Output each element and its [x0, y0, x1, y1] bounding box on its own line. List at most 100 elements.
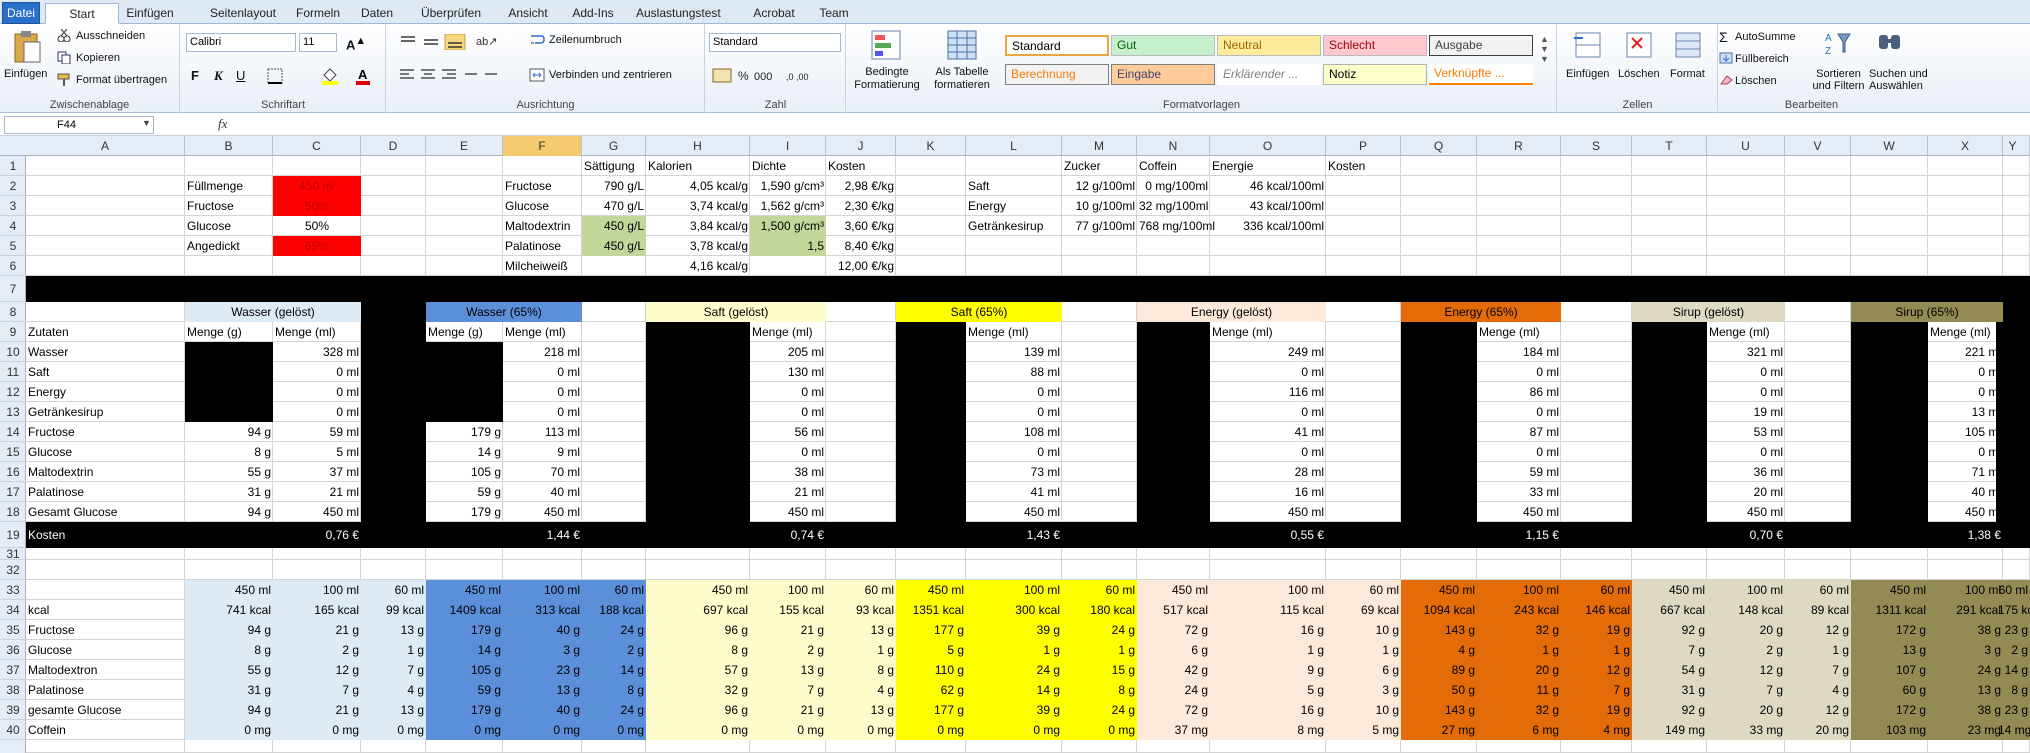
column-header-b[interactable]: B	[185, 136, 273, 156]
ribbon-tab-einfügen[interactable]: Einfügen	[126, 6, 174, 20]
summary-value[interactable]: 0 mg	[244, 723, 271, 737]
summary-value[interactable]: 143 g	[1444, 703, 1475, 717]
row-header-7[interactable]: 7	[0, 276, 26, 302]
summary-value[interactable]: 24 g	[1184, 683, 1208, 697]
summary-value[interactable]: 4 g	[1832, 683, 1849, 697]
summary-size[interactable]: 450 ml	[234, 583, 271, 597]
variant-cost[interactable]: 1,15 €	[1525, 528, 1559, 542]
summary-value[interactable]: 1 g	[407, 643, 424, 657]
ingredient-header[interactable]: Sättigung	[584, 159, 635, 173]
summary-value[interactable]: 0 mg	[797, 723, 824, 737]
variant-volume[interactable]: 108 ml	[1023, 425, 1060, 439]
summary-value[interactable]: 23 g	[556, 663, 580, 677]
column-header-j[interactable]: J	[826, 136, 896, 156]
variant-mass-header[interactable]: Menge (g)	[648, 325, 703, 339]
beverage-name[interactable]: Saft	[968, 179, 990, 193]
variant-volume[interactable]: 450 ml	[1522, 505, 1559, 519]
summary-value[interactable]: 7 g	[407, 663, 424, 677]
summary-value[interactable]: 2 g	[342, 643, 359, 657]
summary-size[interactable]: 60 ml	[1998, 583, 2028, 597]
param-label[interactable]: Glucose	[187, 219, 232, 233]
ingredient-cost[interactable]: 3,60 €/kg	[844, 219, 894, 233]
variant-mass[interactable]: 167 g	[1895, 425, 1926, 439]
variant-volume[interactable]: 0 ml	[1301, 365, 1324, 379]
cut-button[interactable]: Ausschneiden	[76, 30, 146, 42]
summary-value[interactable]: 1 g	[877, 643, 894, 657]
zutat-label[interactable]: Wasser	[28, 345, 69, 359]
summary-value[interactable]: 38 g	[1977, 703, 2001, 717]
styles-scroll-icon[interactable]: ▲ ▼ ▼	[1540, 34, 1549, 64]
column-header-x[interactable]: X	[1928, 136, 2003, 156]
summary-value[interactable]: 177 g	[933, 703, 964, 717]
variant-volume-header[interactable]: Menge (ml)	[1479, 325, 1540, 339]
summary-value[interactable]: 31 g	[247, 683, 271, 697]
font-size-select[interactable]: 11	[299, 33, 337, 52]
column-header-t[interactable]: T	[1632, 136, 1707, 156]
summary-value[interactable]: 6 g	[1191, 643, 1208, 657]
style-good[interactable]: Gut	[1111, 35, 1215, 56]
summary-value[interactable]: 60 g	[1902, 683, 1926, 697]
summary-value[interactable]: 32 g	[724, 683, 748, 697]
summary-size[interactable]: 100 ml	[1964, 583, 2001, 597]
summary-value[interactable]: 291 kcal	[1956, 603, 2001, 617]
variant-volume[interactable]: 21 ml	[794, 485, 824, 499]
ingredient-header[interactable]: Kosten	[828, 159, 866, 173]
param-value[interactable]: 50%	[273, 196, 361, 216]
summary-value[interactable]: 20 g	[1759, 703, 1783, 717]
variant-title[interactable]: Sirup (gelöst)	[1632, 302, 1785, 322]
variant-volume[interactable]: 0 ml	[557, 405, 580, 419]
summary-value[interactable]: 148 kcal	[1738, 603, 1783, 617]
row-header-19[interactable]: 19	[0, 522, 26, 548]
summary-size[interactable]: 100 ml	[322, 583, 359, 597]
row-header-18[interactable]: 18	[0, 502, 26, 522]
variant-volume[interactable]: 21 ml	[329, 485, 359, 499]
variant-volume[interactable]: 59 ml	[329, 425, 359, 439]
variant-volume[interactable]: 450 ml	[1287, 505, 1324, 519]
summary-label[interactable]: Palatinose	[28, 683, 85, 697]
ribbon-tab-auslastungstest[interactable]: Auslastungstest	[636, 6, 721, 20]
summary-value[interactable]: 8 g	[627, 683, 644, 697]
summary-value[interactable]: 15 g	[1111, 663, 1135, 677]
variant-mass[interactable]: 14 g	[477, 445, 501, 459]
variant-volume[interactable]: 16 ml	[1294, 485, 1324, 499]
summary-value[interactable]: 50 g	[1451, 683, 1475, 697]
variant-volume[interactable]: 0 ml	[1301, 445, 1324, 459]
row-header-10[interactable]: 10	[0, 342, 26, 362]
variant-volume-header[interactable]: Menge (ml)	[1709, 325, 1770, 339]
summary-value[interactable]: 14 g	[2004, 663, 2028, 677]
summary-value[interactable]: 55 g	[247, 663, 271, 677]
delete-cells-button[interactable]: Löschen	[1618, 68, 1660, 80]
summary-label[interactable]: Fructose	[28, 623, 75, 637]
variant-mass-header[interactable]: Menge (g)	[1403, 325, 1458, 339]
variant-mass[interactable]: 94 g	[247, 505, 271, 519]
variant-volume[interactable]: 105 ml	[1964, 425, 2001, 439]
style-input[interactable]: Eingabe	[1111, 64, 1215, 85]
variant-cost[interactable]: 0,70 €	[1749, 528, 1783, 542]
row-header-38[interactable]: 38	[0, 680, 26, 700]
grow-font-button[interactable]: A▲	[346, 35, 367, 53]
summary-value[interactable]: 110 g	[934, 663, 964, 677]
summary-value[interactable]: 4 mg	[1603, 723, 1630, 737]
ribbon-tab-acrobat[interactable]: Acrobat	[753, 6, 795, 20]
summary-value[interactable]: 1094 kcal	[1423, 603, 1475, 617]
style-bad[interactable]: Schlecht	[1323, 35, 1427, 56]
variant-mass[interactable]: 31 g	[1681, 485, 1705, 499]
variant-title[interactable]: Saft (gelöst)	[646, 302, 826, 322]
variant-volume[interactable]: 53 ml	[1753, 425, 1783, 439]
variant-mass-header[interactable]: Menge (g)	[428, 325, 483, 339]
variant-volume[interactable]: 36 ml	[1753, 465, 1783, 479]
variant-volume[interactable]: 33 ml	[1529, 485, 1559, 499]
summary-value[interactable]: 517 kcal	[1163, 603, 1208, 617]
format-cells-button[interactable]: Format	[1670, 68, 1705, 80]
number-format-icons[interactable]: % 000 ,0 ,00	[712, 68, 832, 84]
ingredient-cost[interactable]: 2,30 €/kg	[844, 199, 894, 213]
variant-volume[interactable]: 0 ml	[557, 365, 580, 379]
variant-mass[interactable]: 24 g	[1184, 485, 1208, 499]
variant-cost[interactable]: 0,74 €	[790, 528, 824, 542]
variant-mass[interactable]: 94 g	[247, 425, 271, 439]
summary-value[interactable]: 24 g	[1111, 703, 1135, 717]
style-output[interactable]: Ausgabe	[1429, 35, 1533, 56]
summary-value[interactable]: 667 kcal	[1660, 603, 1705, 617]
variant-volume[interactable]: 88 ml	[1030, 365, 1060, 379]
variant-mass[interactable]: 85 g	[1681, 425, 1705, 439]
